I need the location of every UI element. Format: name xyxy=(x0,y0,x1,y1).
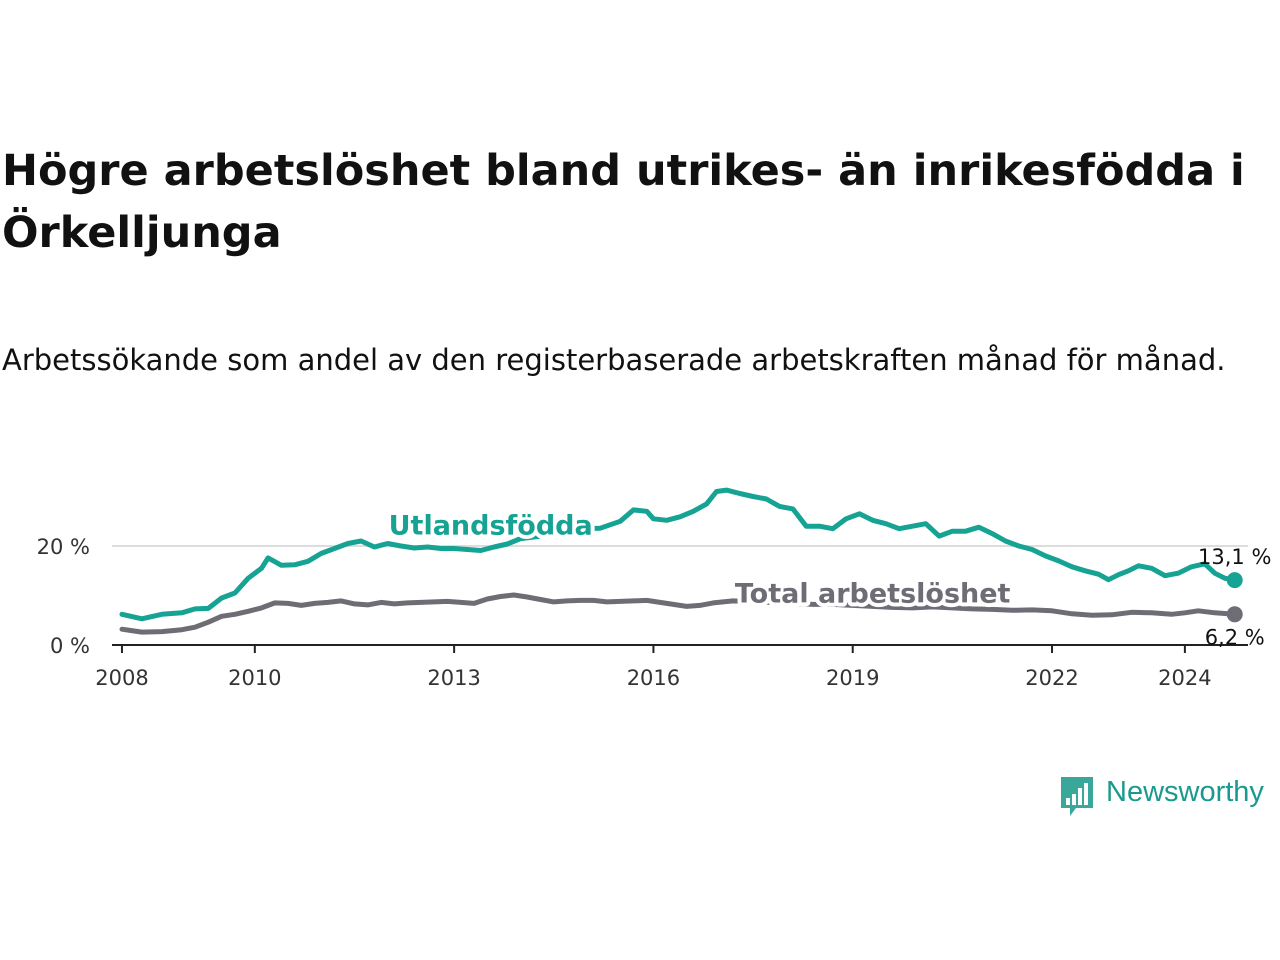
series-line-foreign_born xyxy=(119,487,1238,622)
y-axis-labels: 0 % 20 % xyxy=(37,535,90,658)
y-tick-label: 0 % xyxy=(50,634,90,658)
newsworthy-logo: Newsworthy xyxy=(1058,772,1280,820)
annotation-halo-foreign_born: Utlandsfödda xyxy=(389,511,593,542)
end-markers: 13,1 % 6,2 % xyxy=(1198,545,1271,649)
annotation-total: Total arbetslöshet xyxy=(735,578,1011,609)
x-tick-label: 2022 xyxy=(1025,666,1078,690)
x-tick-label: 2013 xyxy=(427,666,480,690)
x-tick-label: 2024 xyxy=(1158,666,1211,690)
chart-subtitle: Arbetssökande som andel av den registerb… xyxy=(2,343,1226,377)
x-tick-label: 2008 xyxy=(95,666,148,690)
x-axis: 2008 2010 2013 2016 2019 2022 2024 xyxy=(95,644,1248,690)
x-tick-label: 2019 xyxy=(826,666,879,690)
series-line-total xyxy=(119,592,1238,635)
series-lines xyxy=(119,487,1238,635)
y-tick-label: 20 % xyxy=(37,535,90,559)
end-label-foreign_born: 13,1 % xyxy=(1198,545,1271,569)
chart-title: Högre arbetslöshet bland utrikes- än inr… xyxy=(2,146,1245,258)
end-label-total: 6,2 % xyxy=(1205,625,1265,649)
end-marker-foreign_born xyxy=(1226,572,1243,589)
x-tick-label: 2010 xyxy=(228,666,281,690)
annotation-foreign_born: Utlandsfödda xyxy=(389,511,593,542)
newsworthy-logo-icon xyxy=(1061,777,1093,816)
end-marker-total xyxy=(1226,606,1243,623)
newsworthy-logo-text: Newsworthy xyxy=(1106,776,1264,808)
annotation-halo-total: Total arbetslöshet xyxy=(735,578,1011,609)
x-tick-label: 2016 xyxy=(627,666,680,690)
